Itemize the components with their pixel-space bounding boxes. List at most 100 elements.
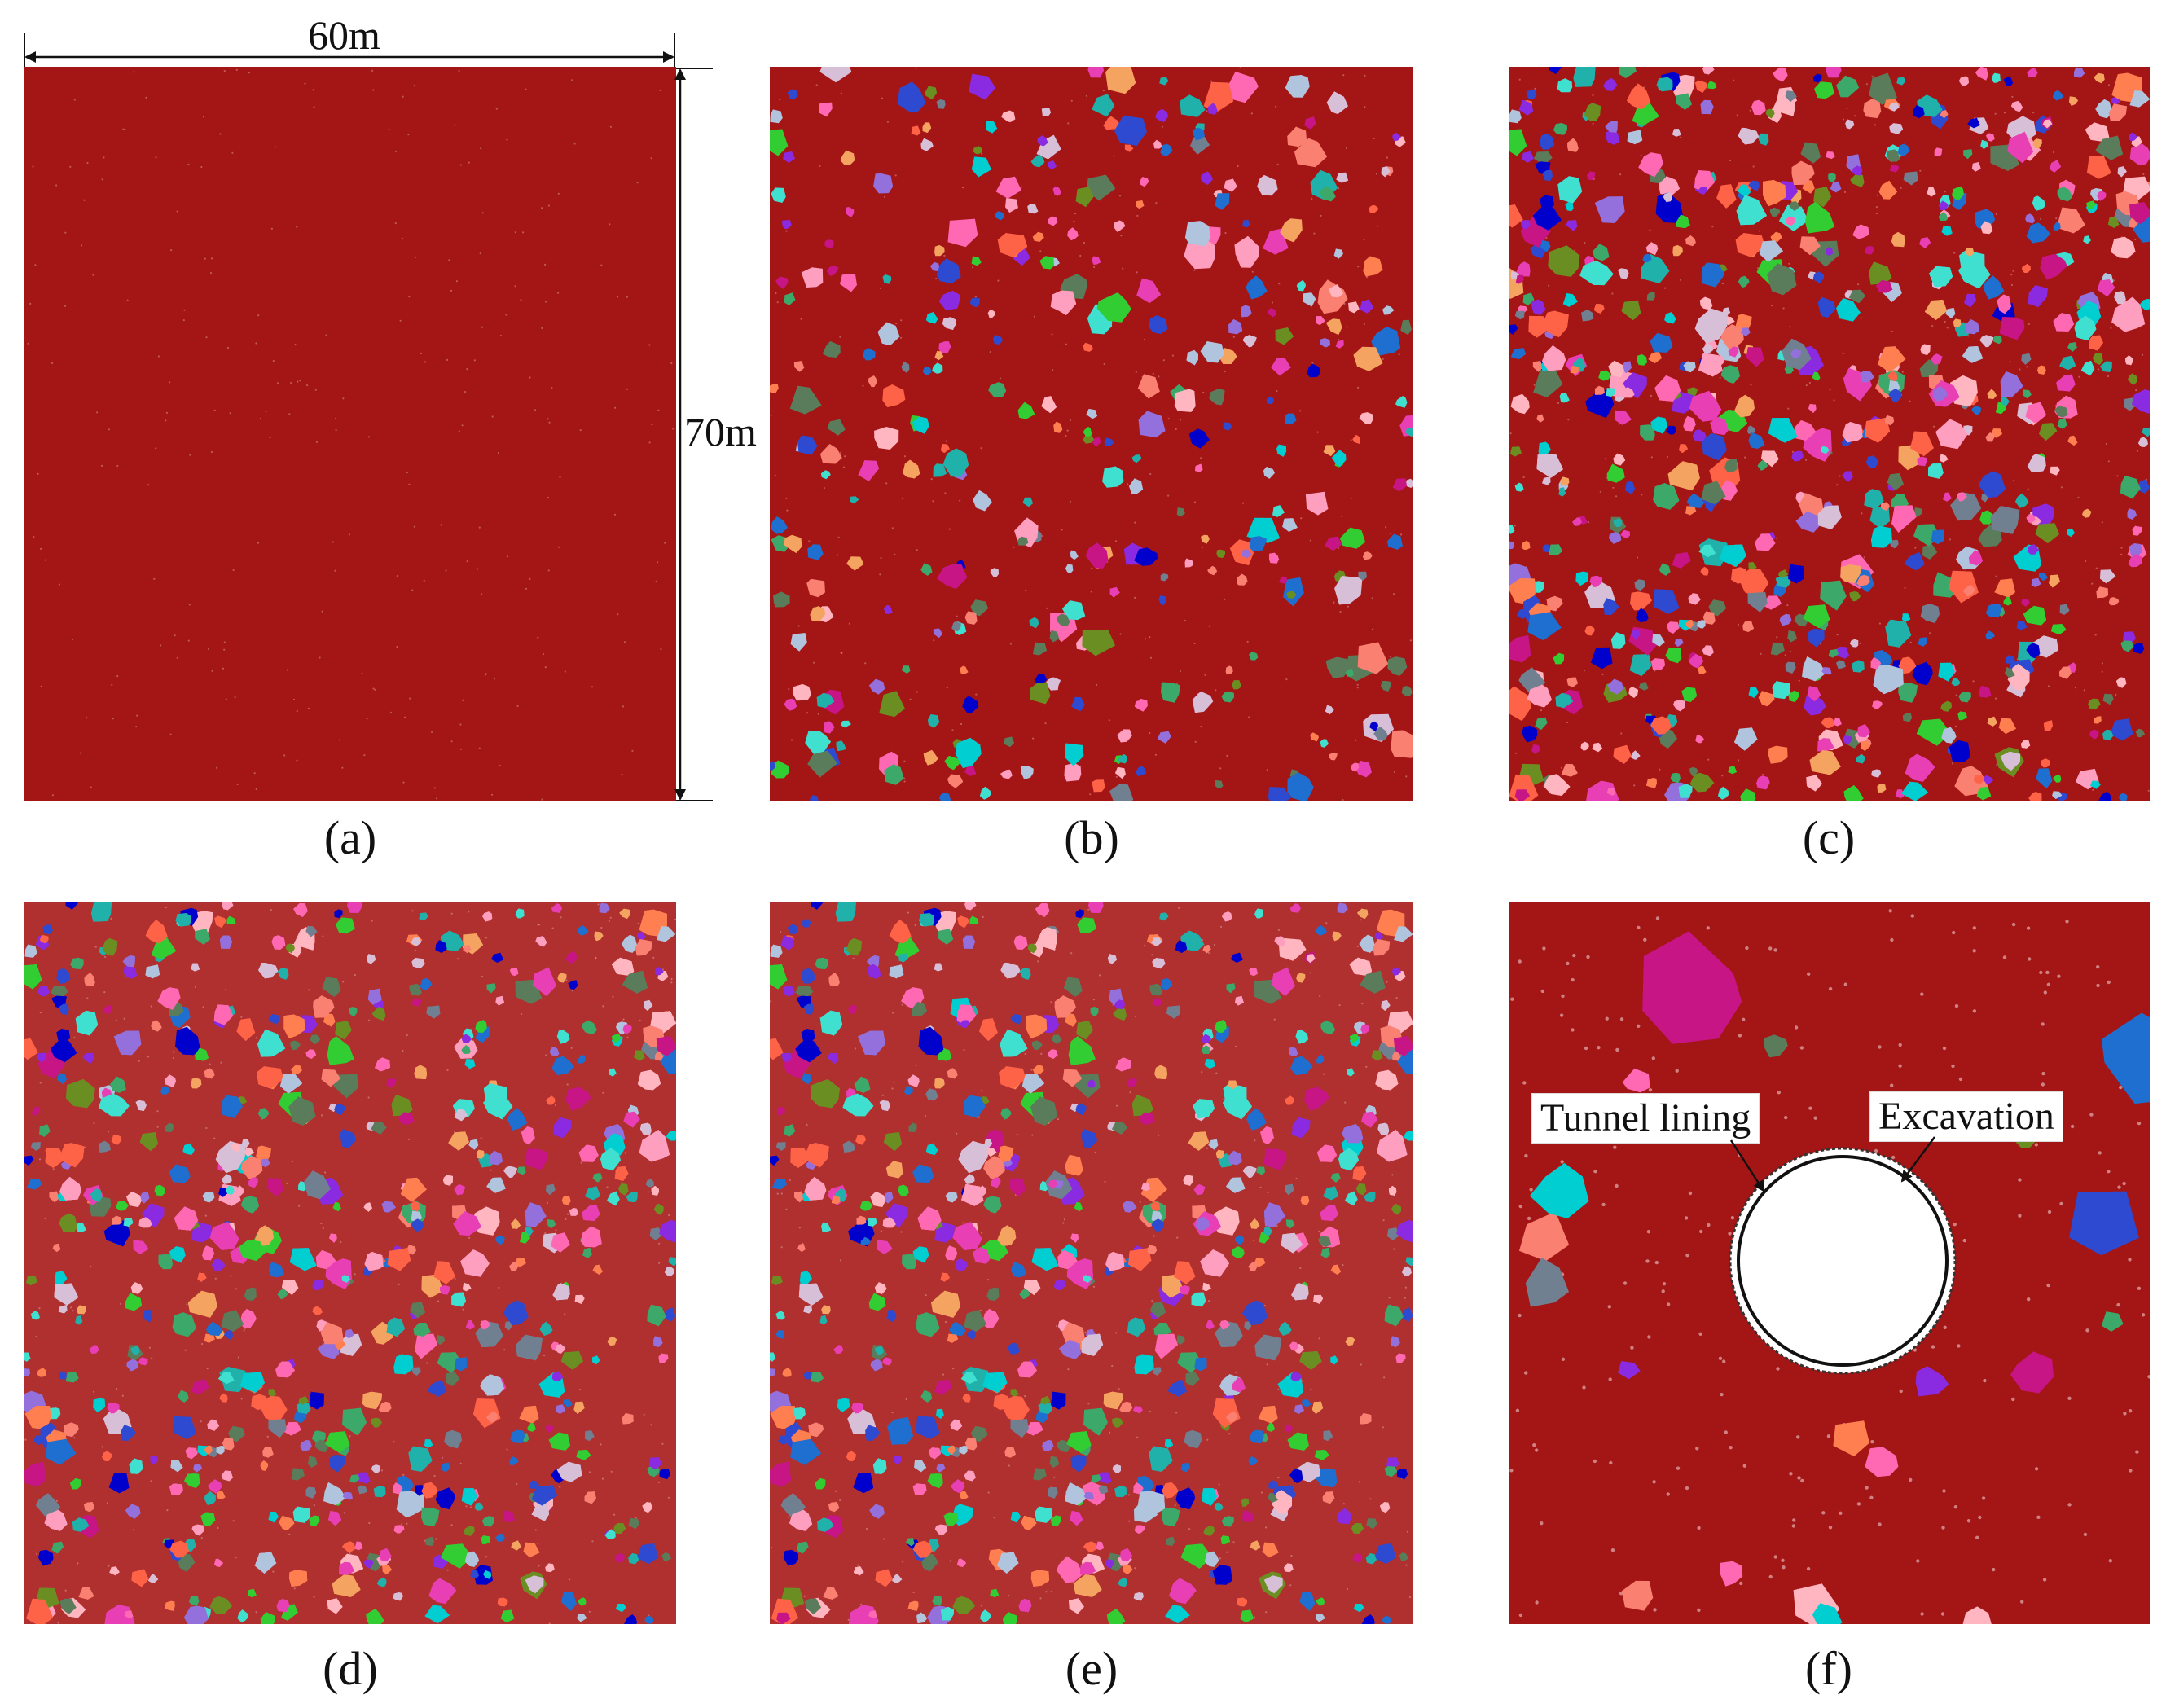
- rock-block: [367, 954, 376, 964]
- matrix-particle: [393, 1441, 395, 1443]
- rock-block: [1791, 450, 1804, 462]
- matrix-particle: [895, 322, 898, 325]
- rock-block: [260, 1612, 275, 1624]
- matrix-particle: [466, 560, 468, 563]
- rock-block: [1773, 67, 1788, 82]
- rock-block: [1759, 240, 1784, 262]
- matrix-particle: [58, 583, 60, 586]
- rock-block: [1613, 744, 1632, 764]
- matrix-particle: [1857, 283, 1860, 286]
- matrix-particle: [1118, 195, 1122, 197]
- rock-block: [175, 1026, 200, 1056]
- matrix-particle: [1204, 674, 1206, 676]
- matrix-particle: [1096, 683, 1098, 687]
- rock-block: [363, 1559, 374, 1569]
- rock-block: [1891, 231, 1905, 248]
- rock-block: [1919, 359, 1939, 377]
- rock-block: [486, 1177, 506, 1193]
- rock-block: [529, 1480, 539, 1489]
- matrix-particle: [500, 335, 503, 337]
- rock-block: [110, 1076, 126, 1093]
- rock-block: [1522, 292, 1535, 305]
- rock-block: [1901, 781, 1929, 801]
- rock-block: [33, 1435, 45, 1445]
- matrix-particle: [200, 1420, 202, 1423]
- rock-block: [1585, 389, 1615, 419]
- rock-block: [560, 1351, 583, 1370]
- rock-block: [292, 1506, 310, 1523]
- matrix-particle: [902, 1561, 904, 1563]
- matrix-particle: [1224, 598, 1226, 600]
- panel-d: [24, 902, 676, 1624]
- matrix-particle: [1408, 1596, 1412, 1599]
- rock-block: [819, 102, 833, 117]
- matrix-particle: [399, 319, 402, 322]
- matrix-particle: [626, 388, 629, 390]
- rock-block: [1584, 625, 1595, 636]
- rock-block: [1186, 349, 1198, 366]
- matrix-particle: [1149, 656, 1153, 659]
- rock-block: [1570, 366, 1579, 374]
- rock-block: [770, 761, 775, 771]
- rock-block: [582, 1205, 600, 1221]
- matrix-particle: [1208, 625, 1210, 627]
- rock-block: [1621, 300, 1641, 321]
- matrix-particle: [481, 212, 484, 214]
- matrix-particle: [2112, 279, 2115, 282]
- matrix-particle: [520, 1012, 523, 1016]
- rock-block: [2067, 528, 2076, 538]
- rock-block: [455, 1108, 468, 1122]
- rock-block: [72, 1517, 90, 1532]
- matrix-particle: [2078, 375, 2080, 378]
- rock-block: [1039, 256, 1054, 270]
- rock-block: [1931, 353, 1943, 365]
- rock-block: [375, 1057, 391, 1072]
- rock-block: [59, 1598, 77, 1614]
- matrix-particle: [1931, 325, 1934, 327]
- matrix-particle: [647, 1191, 649, 1193]
- rock-block: [2128, 554, 2142, 568]
- matrix-particle: [441, 1456, 444, 1459]
- rock-block: [1884, 415, 1895, 426]
- rock-block: [1849, 639, 1859, 648]
- matrix-particle: [1338, 1004, 1341, 1007]
- matrix-particle: [232, 1520, 235, 1522]
- rock-block: [901, 665, 911, 674]
- matrix-particle: [90, 786, 92, 788]
- matrix-particle: [1052, 369, 1054, 371]
- rock-block: [2128, 373, 2137, 385]
- matrix-particle: [862, 384, 864, 387]
- rock-block: [26, 1598, 54, 1624]
- matrix-particle: [1891, 330, 1893, 333]
- rock-block: [381, 1201, 396, 1213]
- rock-block: [197, 1272, 207, 1282]
- matrix-particle: [325, 334, 327, 336]
- matrix-particle: [165, 906, 167, 909]
- rock-block: [123, 1218, 134, 1227]
- matrix-particle: [156, 1126, 159, 1128]
- rock-block: [1840, 564, 1861, 584]
- matrix-particle: [1008, 1595, 1010, 1597]
- matrix-particle: [839, 1499, 841, 1501]
- matrix-particle: [296, 226, 298, 228]
- rock-block: [582, 1247, 592, 1258]
- matrix-particle: [883, 1538, 885, 1540]
- matrix-particle: [2010, 274, 2013, 276]
- matrix-particle: [1045, 1591, 1048, 1593]
- rock-block: [1138, 411, 1166, 438]
- matrix-particle: [1202, 391, 1205, 393]
- rock-block: [50, 1037, 77, 1063]
- rock-block: [209, 1222, 239, 1250]
- rock-block: [1719, 544, 1746, 567]
- rock-block: [66, 1079, 95, 1109]
- rock-block: [1672, 129, 1681, 137]
- matrix-particle: [90, 1265, 92, 1267]
- rock-block: [1985, 604, 2001, 618]
- matrix-particle: [1050, 1001, 1052, 1003]
- rock-block: [2023, 605, 2047, 626]
- rock-block: [1808, 404, 1817, 414]
- rock-block: [1812, 371, 1821, 381]
- matrix-particle: [544, 301, 547, 303]
- matrix-particle: [201, 1342, 204, 1346]
- matrix-particle: [903, 455, 906, 458]
